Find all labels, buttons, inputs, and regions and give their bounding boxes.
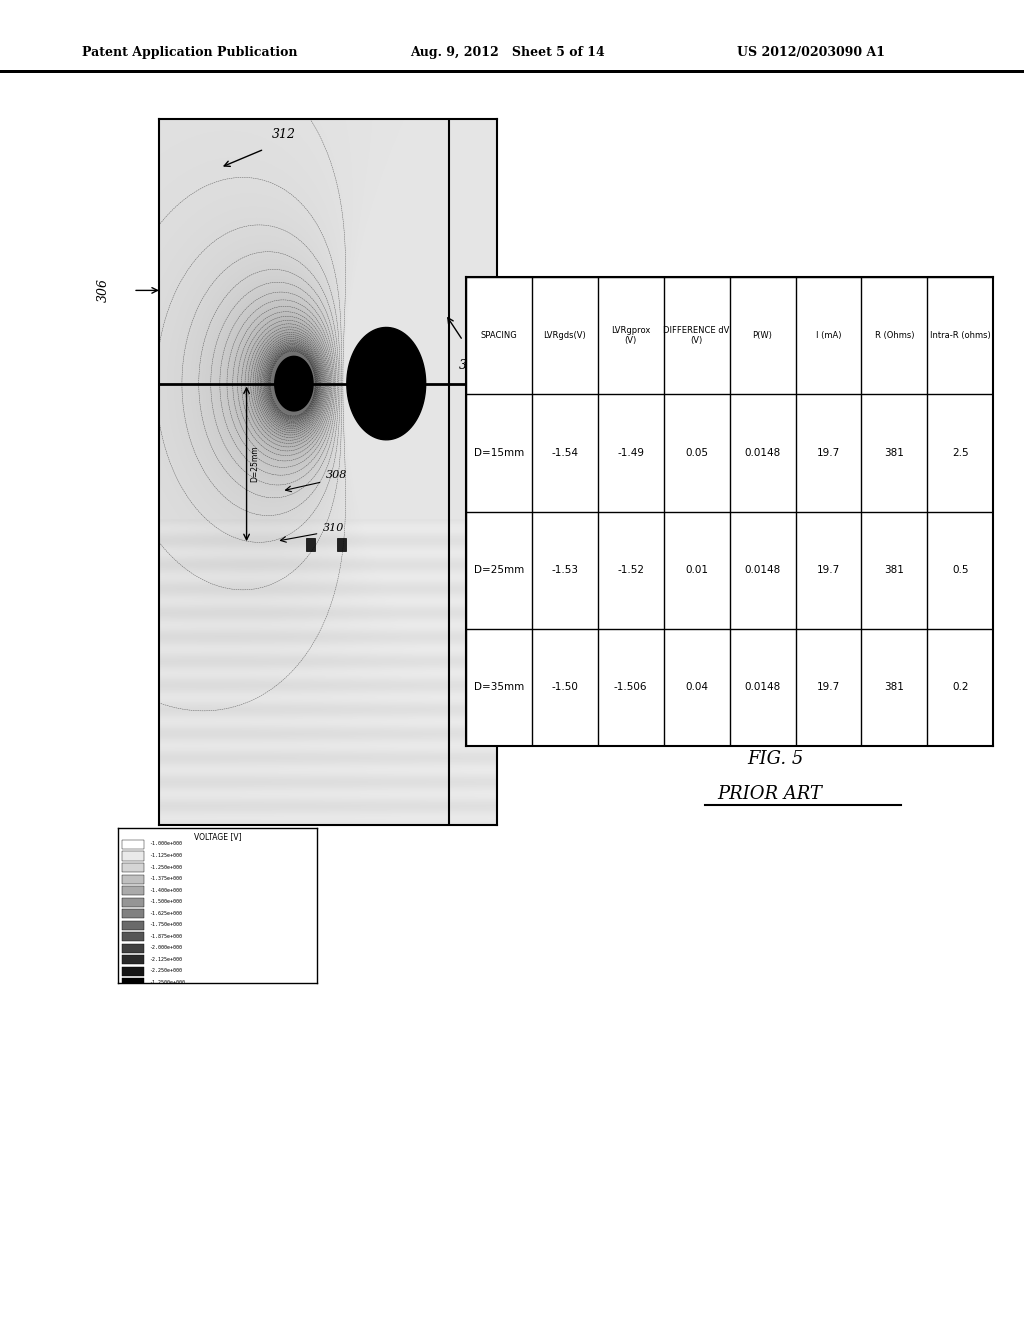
Text: 0.05: 0.05 — [685, 447, 709, 458]
Text: LVRgds(V): LVRgds(V) — [544, 331, 586, 341]
Text: 0.01: 0.01 — [685, 565, 709, 576]
Text: D=25mm: D=25mm — [250, 446, 259, 482]
Text: -1.750e+000: -1.750e+000 — [148, 923, 181, 927]
Text: -2.000e+000: -2.000e+000 — [148, 945, 181, 950]
Text: 19.7: 19.7 — [817, 447, 840, 458]
Text: -1.625e+000: -1.625e+000 — [148, 911, 181, 916]
Text: 19.7: 19.7 — [817, 565, 840, 576]
Text: 19.7: 19.7 — [817, 682, 840, 692]
FancyBboxPatch shape — [122, 966, 143, 975]
Text: 308: 308 — [326, 470, 347, 480]
FancyBboxPatch shape — [122, 898, 143, 907]
Text: LVRgprox
(V): LVRgprox (V) — [611, 326, 650, 346]
Polygon shape — [306, 537, 315, 550]
Text: 0.0148: 0.0148 — [744, 565, 780, 576]
Text: -2.250e+000: -2.250e+000 — [148, 969, 181, 973]
Text: -1.52: -1.52 — [617, 565, 644, 576]
FancyBboxPatch shape — [122, 840, 143, 849]
Text: -1.875e+000: -1.875e+000 — [148, 933, 181, 939]
Text: 381: 381 — [885, 447, 904, 458]
Text: -1.250e+000: -1.250e+000 — [148, 865, 181, 870]
Text: -2.125e+000: -2.125e+000 — [148, 957, 181, 962]
Text: -1.54: -1.54 — [551, 447, 579, 458]
Text: Patent Application Publication: Patent Application Publication — [82, 46, 297, 59]
Polygon shape — [274, 356, 313, 411]
FancyBboxPatch shape — [122, 875, 143, 883]
Text: DIFFERENCE dV
(V): DIFFERENCE dV (V) — [664, 326, 730, 346]
Text: 313: 313 — [459, 359, 482, 372]
Text: PRIOR ART: PRIOR ART — [717, 784, 821, 803]
Text: -1.50: -1.50 — [551, 682, 579, 692]
Text: Intra-R (ohms): Intra-R (ohms) — [930, 331, 990, 341]
Text: 310: 310 — [323, 523, 344, 533]
Text: D=35mm: D=35mm — [474, 682, 524, 692]
Text: -1.125e+000: -1.125e+000 — [148, 853, 181, 858]
Text: Aug. 9, 2012   Sheet 5 of 14: Aug. 9, 2012 Sheet 5 of 14 — [410, 46, 604, 59]
FancyBboxPatch shape — [122, 886, 143, 895]
FancyBboxPatch shape — [122, 920, 143, 929]
Text: -1.400e+000: -1.400e+000 — [148, 887, 181, 892]
Text: 0.5: 0.5 — [952, 565, 969, 576]
Text: 0.04: 0.04 — [685, 682, 709, 692]
FancyBboxPatch shape — [122, 956, 143, 964]
Text: FIG. 5: FIG. 5 — [748, 750, 804, 768]
FancyBboxPatch shape — [122, 932, 143, 941]
Text: -1.000e+000: -1.000e+000 — [148, 841, 181, 846]
Text: R (Ohms): R (Ohms) — [874, 331, 914, 341]
Text: -1.375e+000: -1.375e+000 — [148, 876, 181, 880]
Text: 381: 381 — [885, 682, 904, 692]
Text: I (mA): I (mA) — [816, 331, 842, 341]
FancyBboxPatch shape — [122, 863, 143, 873]
FancyBboxPatch shape — [122, 978, 143, 987]
Text: -1.2500e+000: -1.2500e+000 — [148, 979, 184, 985]
Text: 0.2: 0.2 — [952, 682, 969, 692]
Text: D=15mm: D=15mm — [474, 447, 524, 458]
Text: 381: 381 — [885, 565, 904, 576]
Text: SPACING: SPACING — [480, 331, 517, 341]
Polygon shape — [337, 537, 346, 550]
Text: -1.49: -1.49 — [617, 447, 644, 458]
Text: D=25mm: D=25mm — [474, 565, 524, 576]
Text: 0.0148: 0.0148 — [744, 447, 780, 458]
Text: 0.0148: 0.0148 — [744, 682, 780, 692]
Text: 2.5: 2.5 — [952, 447, 969, 458]
Text: -1.506: -1.506 — [614, 682, 647, 692]
Text: -1.500e+000: -1.500e+000 — [148, 899, 181, 904]
Text: 312: 312 — [271, 128, 295, 141]
Text: US 2012/0203090 A1: US 2012/0203090 A1 — [737, 46, 886, 59]
FancyBboxPatch shape — [122, 909, 143, 919]
Text: -1.53: -1.53 — [551, 565, 579, 576]
Text: 306: 306 — [97, 279, 111, 302]
Text: VOLTAGE [V]: VOLTAGE [V] — [194, 833, 242, 841]
Polygon shape — [347, 327, 426, 440]
FancyBboxPatch shape — [122, 944, 143, 953]
Text: P(W): P(W) — [753, 331, 772, 341]
FancyBboxPatch shape — [122, 851, 143, 861]
